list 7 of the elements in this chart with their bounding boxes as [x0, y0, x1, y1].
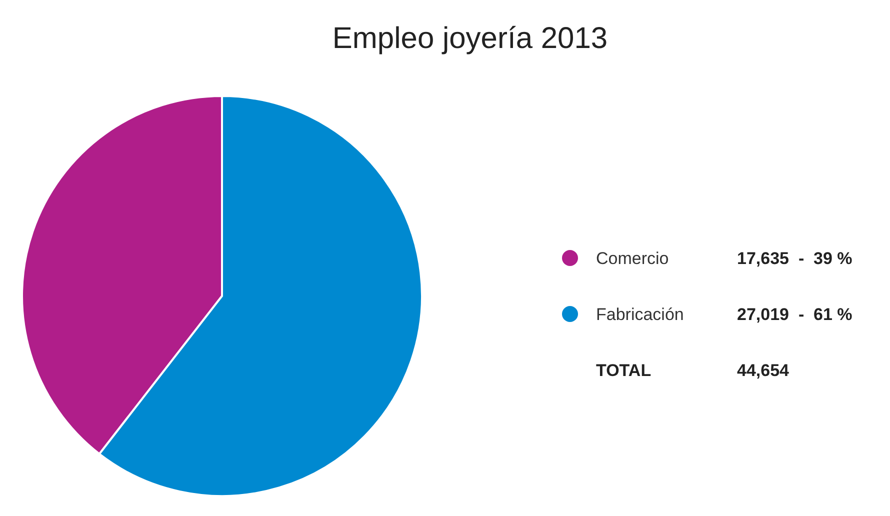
data-label: 27,019 - 61 % [737, 305, 852, 324]
data-label: 17,635 - 39 % [737, 249, 852, 268]
text: TOTAL [596, 361, 652, 380]
legend-label: Fabricación [596, 305, 684, 324]
chart-title: Empleo joyería 2013 [332, 22, 608, 55]
text: 44,654 [737, 361, 789, 380]
legend-label: Comercio [596, 249, 669, 268]
